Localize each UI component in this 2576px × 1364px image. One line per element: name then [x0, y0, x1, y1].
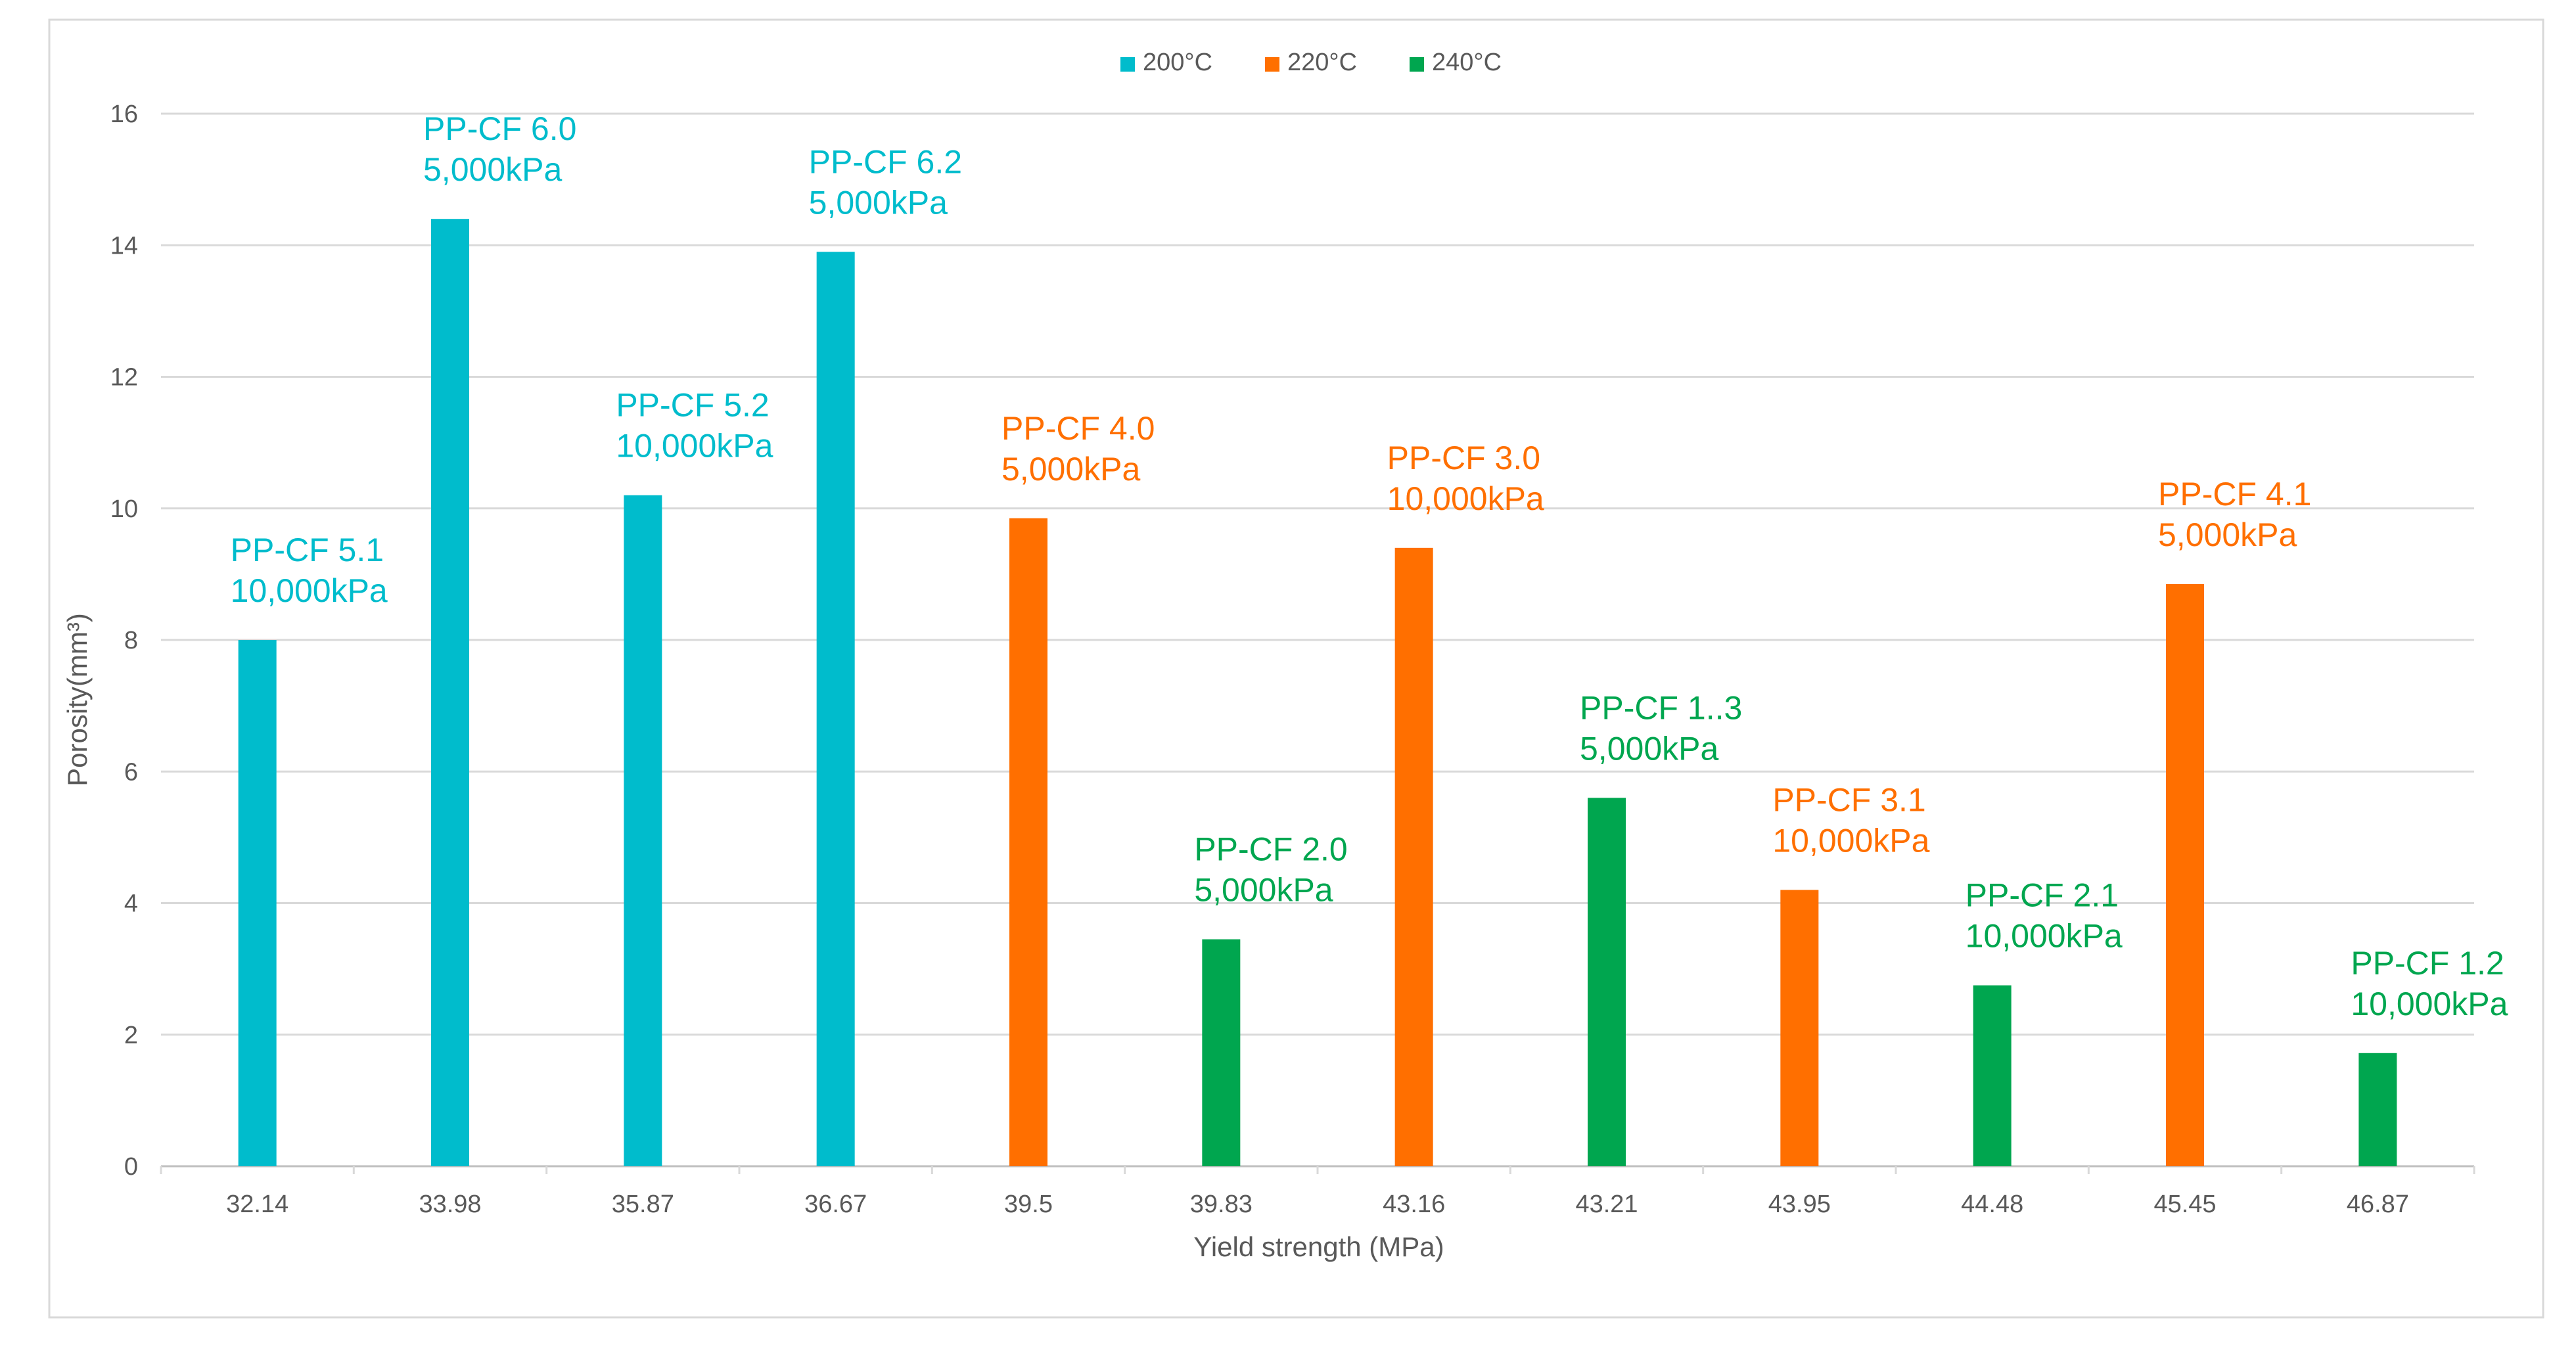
data-label: 5,000kPa	[1001, 451, 1140, 488]
legend-label: 220°C	[1287, 49, 1357, 76]
data-labels: PP-CF 5.1 10,000kPa PP-CF 6.0 5,000kPa PP-CF…	[231, 110, 2508, 1022]
x-tick-label: 46.87	[2347, 1191, 2409, 1218]
x-tick-label: 39.5	[1004, 1191, 1053, 1218]
x-tick-label: 45.45	[2153, 1191, 2216, 1218]
data-label: 5,000kPa	[1194, 872, 1333, 909]
y-tick-label: 10	[110, 495, 138, 523]
bar-220c	[1780, 890, 1819, 1166]
x-tick-label: 43.21	[1575, 1191, 1638, 1218]
y-tick-label: 4	[124, 890, 138, 918]
data-label: 10,000kPa	[1387, 480, 1544, 517]
data-label: 10,000kPa	[1772, 822, 1929, 859]
legend-swatch	[1265, 57, 1279, 72]
x-tick-label: 33.98	[419, 1191, 481, 1218]
x-tick-label: 39.83	[1190, 1191, 1253, 1218]
bar-220c	[1394, 547, 1433, 1166]
data-label: PP-CF 4.1	[2158, 476, 2311, 512]
data-label: 5,000kPa	[423, 151, 562, 188]
x-tick-label: 35.87	[612, 1191, 674, 1218]
x-tick-label: 43.16	[1383, 1191, 1445, 1218]
bar-200c	[238, 640, 277, 1166]
legend-label: 200°C	[1143, 49, 1212, 76]
data-label: PP-CF 5.2	[616, 387, 769, 424]
bar-220c	[2166, 583, 2204, 1166]
x-tick-label: 36.67	[804, 1191, 867, 1218]
data-label: 10,000kPa	[616, 428, 773, 465]
y-tick-label: 8	[124, 627, 138, 654]
data-label: PP-CF 2.0	[1194, 831, 1347, 868]
x-tick-label: 44.48	[1961, 1191, 2023, 1218]
y-tick-label: 0	[124, 1153, 138, 1181]
y-axis-title: Porosity(mm³)	[62, 613, 93, 786]
data-label: PP-CF 6.2	[809, 143, 962, 180]
x-tick-label: 43.95	[1768, 1191, 1831, 1218]
x-tick-label: 32.14	[226, 1191, 288, 1218]
data-label: PP-CF 2.1	[1966, 877, 2119, 914]
bar-240c	[1588, 798, 1626, 1166]
legend-swatch	[1410, 57, 1424, 72]
y-tick-label: 2	[124, 1022, 138, 1049]
data-label: 5,000kPa	[2158, 516, 2297, 553]
data-label: PP-CF 5.1	[231, 532, 384, 568]
data-label: PP-CF 6.0	[423, 110, 576, 147]
bar-200c	[816, 252, 855, 1167]
bar-200c	[624, 495, 662, 1166]
bar-220c	[1009, 518, 1047, 1166]
y-tick-label: 6	[124, 758, 138, 786]
legend: 200°C 220°C 240°C	[1120, 49, 1502, 76]
bar-200c	[431, 219, 469, 1167]
legend-label: 240°C	[1432, 49, 1502, 76]
y-tick-label: 16	[110, 101, 138, 128]
gridlines	[161, 112, 2474, 1036]
y-tick-label: 14	[110, 232, 138, 260]
bar-240c	[2358, 1053, 2397, 1166]
data-label: 10,000kPa	[2351, 986, 2508, 1022]
legend-swatch	[1120, 57, 1135, 72]
data-label: PP-CF 1.2	[2351, 945, 2504, 982]
data-label: PP-CF 4.0	[1001, 410, 1155, 447]
data-label: 5,000kPa	[1580, 730, 1718, 767]
data-label: 10,000kPa	[231, 572, 388, 609]
bars	[238, 219, 2397, 1167]
data-label: PP-CF 3.0	[1387, 440, 1540, 476]
data-label: PP-CF 1..3	[1580, 689, 1742, 726]
axes: 0 2 4 6 8 10 12 14 16 32.14 33.98 35.87 36.67 39.5 39.…	[110, 101, 2475, 1218]
bar-240c	[1973, 985, 2012, 1166]
data-label: PP-CF 3.1	[1772, 781, 1925, 818]
bar-240c	[1202, 939, 1241, 1166]
data-label: 5,000kPa	[809, 184, 948, 221]
x-axis-title: Yield strength (MPa)	[1193, 1231, 1444, 1262]
data-label: 10,000kPa	[1966, 918, 2123, 955]
y-tick-label: 12	[110, 364, 138, 392]
